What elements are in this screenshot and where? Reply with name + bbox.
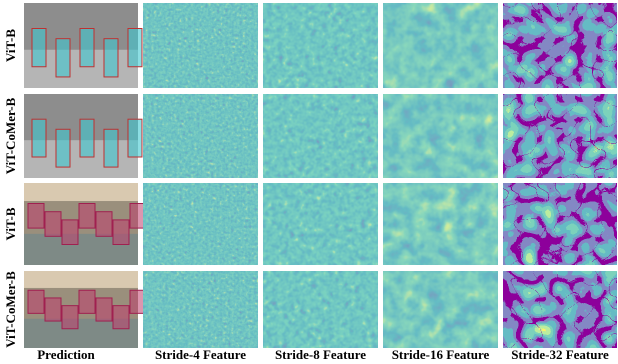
detection-box	[61, 305, 79, 330]
detection-box	[78, 289, 96, 314]
detection-box	[112, 219, 130, 245]
detection-box	[55, 38, 71, 78]
column-label: Prediction	[37, 347, 95, 362]
detection-box	[55, 128, 71, 168]
image-sky	[24, 183, 138, 202]
column-label: Stride-4 Feature	[155, 347, 246, 362]
detection-box	[103, 128, 119, 168]
feature-map	[503, 271, 617, 348]
feature-map	[263, 271, 378, 348]
detection-box	[95, 297, 113, 322]
detection-box	[27, 289, 45, 314]
column-label: Stride-16 Feature	[392, 347, 490, 362]
feature-map	[263, 94, 378, 178]
feature-map	[383, 94, 498, 178]
detection-box	[44, 211, 62, 237]
feature-map	[263, 3, 378, 88]
detection-box	[79, 28, 95, 68]
detection-box	[27, 203, 45, 229]
feature-map	[383, 183, 498, 265]
row-label: ViT-B	[3, 207, 18, 240]
image-sky	[24, 271, 138, 288]
detection-box	[78, 203, 96, 229]
detection-box	[31, 118, 47, 158]
feature-map	[143, 183, 258, 265]
detection-box	[61, 219, 79, 245]
detection-box	[103, 38, 119, 78]
detection-box	[79, 118, 95, 158]
detection-box	[127, 118, 143, 158]
row-label: ViT-CoMer-B	[3, 97, 18, 174]
column-label: Stride-8 Feature	[275, 347, 366, 362]
detection-box	[127, 28, 143, 68]
row-label: ViT-B	[3, 29, 18, 62]
feature-map	[143, 94, 258, 178]
feature-map	[503, 183, 617, 265]
detection-box	[112, 305, 130, 330]
feature-map	[143, 3, 258, 88]
detection-box	[44, 297, 62, 322]
feature-map	[383, 271, 498, 348]
detection-box	[31, 28, 47, 68]
column-label: Stride-32 Feature	[511, 347, 609, 362]
feature-map	[143, 271, 258, 348]
feature-map	[263, 183, 378, 265]
row-label: ViT-CoMer-B	[3, 271, 18, 348]
feature-map	[503, 3, 617, 88]
feature-map	[383, 3, 498, 88]
feature-map	[503, 94, 617, 178]
detection-box	[95, 211, 113, 237]
